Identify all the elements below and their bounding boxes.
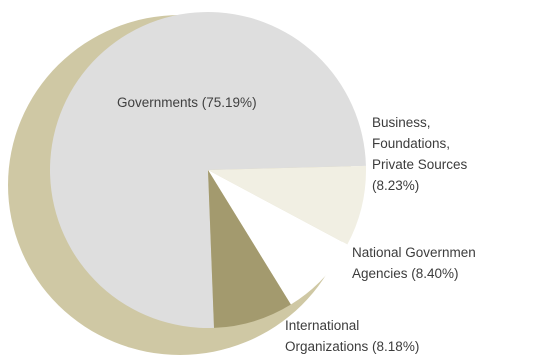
slice-label-business-line-1: Business, (372, 115, 431, 130)
slice-label-international-line-2: Organizations (8.18%) (285, 339, 420, 354)
slice-label-business-line-3: Private Sources (372, 157, 468, 172)
slice-governments (50, 12, 366, 329)
slice-label-governments: Governments (75.19%) (117, 92, 257, 113)
slice-label-national: National Governmen Agencies (8.40%) (352, 242, 476, 284)
slice-label-national-line-1: National Governmen (352, 245, 476, 260)
slice-label-business-line-4: (8.23%) (372, 178, 420, 193)
slice-label-business: Business, Foundations, Private Sources (… (372, 112, 467, 196)
slice-label-governments-text: Governments (75.19%) (117, 95, 257, 110)
slice-national (208, 170, 348, 305)
slice-label-national-line-2: Agencies (8.40%) (352, 266, 459, 281)
pie-slices (50, 12, 367, 329)
slice-business (208, 165, 367, 245)
slice-label-business-line-2: Foundations, (372, 136, 451, 151)
slice-international (208, 170, 291, 328)
slice-label-international-line-1: International (285, 318, 360, 333)
slice-label-international: International Organizations (8.18%) (285, 315, 419, 357)
